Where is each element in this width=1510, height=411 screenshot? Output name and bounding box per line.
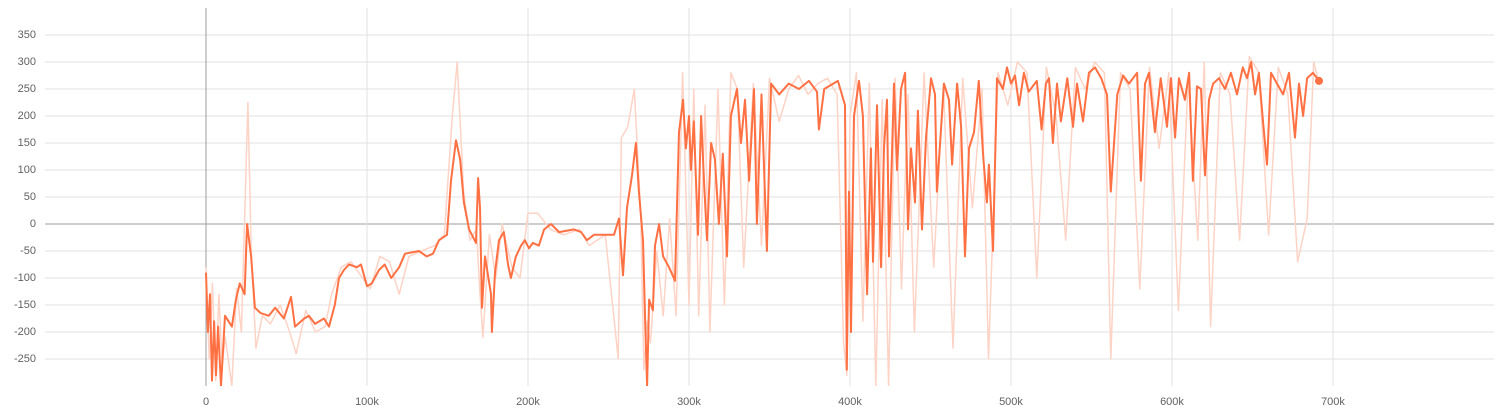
y-tick-label: 150	[18, 137, 36, 149]
x-tick-label: 200k	[516, 396, 540, 408]
y-tick-label: -50	[20, 245, 36, 257]
y-tick-label: 250	[18, 83, 36, 95]
y-tick-label: 100	[18, 164, 36, 176]
x-tick-label: 700k	[1321, 396, 1345, 408]
y-tick-label: -200	[14, 326, 36, 338]
x-tick-label: 400k	[838, 396, 862, 408]
last-point	[1314, 76, 1323, 85]
y-tick-label: -250	[14, 353, 36, 365]
x-tick-label: 600k	[1160, 396, 1184, 408]
x-tick-label: 300k	[677, 396, 701, 408]
smoothed-line	[205, 61, 1320, 386]
y-tick-label: 0	[30, 218, 36, 230]
y-tick-label: 200	[18, 110, 36, 122]
x-tick-label: 100k	[355, 396, 379, 408]
y-tick-label: 350	[18, 29, 36, 41]
plot-area	[205, 55, 1323, 386]
x-tick-label: 500k	[999, 396, 1023, 408]
x-tick-label: 0	[203, 396, 209, 408]
y-tick-label: -100	[14, 272, 36, 284]
y-tick-label: 50	[24, 191, 36, 203]
y-tick-label: 300	[18, 56, 36, 68]
y-tick-label: -150	[14, 299, 36, 311]
